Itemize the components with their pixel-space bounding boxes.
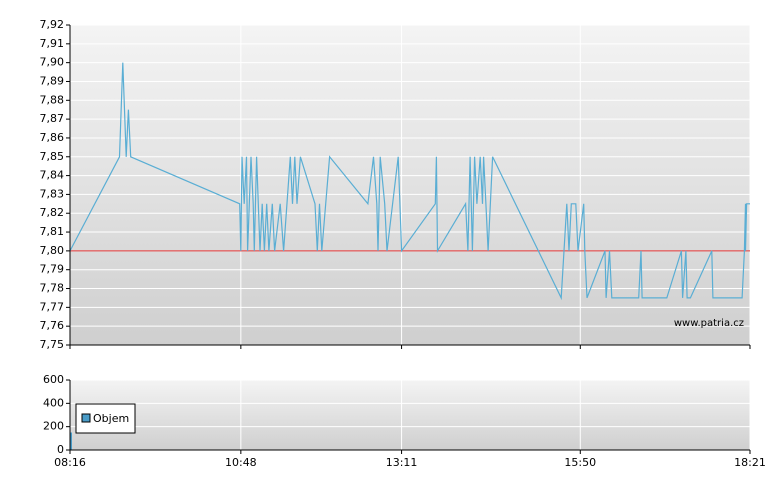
y-tick-label: 7,87: [40, 112, 65, 125]
legend-label: Objem: [93, 412, 129, 425]
y-tick-label: 7,91: [40, 37, 65, 50]
y-tick-label: 7,76: [40, 319, 65, 332]
y-tick-label: 7,79: [40, 263, 65, 276]
legend-swatch: [81, 413, 91, 423]
y-tick-label: 7,85: [40, 150, 65, 163]
y-tick-label: 0: [57, 443, 64, 456]
y-tick-label: 7,82: [40, 206, 65, 219]
y-tick-label: 7,89: [40, 74, 65, 87]
x-tick-label: 08:16: [54, 456, 86, 469]
y-tick-label: 7,92: [40, 18, 65, 31]
y-tick-label: 600: [43, 373, 64, 386]
x-tick-label: 15:50: [564, 456, 596, 469]
y-tick-label: 7,80: [40, 244, 65, 257]
x-tick-label: 13:11: [386, 456, 418, 469]
y-tick-label: 7,84: [40, 169, 65, 182]
y-tick-label: 7,88: [40, 93, 65, 106]
y-tick-label: 400: [43, 396, 64, 409]
y-tick-label: 7,83: [40, 187, 65, 200]
x-tick-label: 18:21: [734, 456, 766, 469]
x-tick-label: 10:48: [225, 456, 257, 469]
plot-area: [70, 25, 750, 345]
volume-bar: [70, 432, 72, 450]
y-tick-label: 7,75: [40, 338, 65, 351]
y-tick-label: 7,90: [40, 56, 65, 69]
plot-area: [70, 380, 750, 450]
y-tick-label: 7,86: [40, 131, 65, 144]
y-tick-label: 7,77: [40, 300, 65, 313]
y-tick-label: 200: [43, 420, 64, 433]
price-line: [69, 62, 750, 301]
watermark: www.patria.cz: [674, 318, 744, 329]
y-tick-label: 7,81: [40, 225, 65, 238]
y-tick-label: 7,78: [40, 282, 65, 295]
